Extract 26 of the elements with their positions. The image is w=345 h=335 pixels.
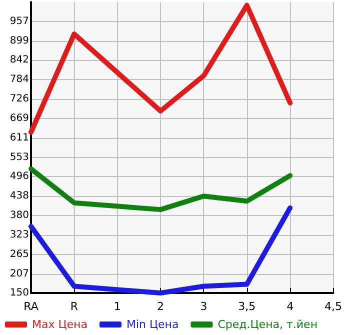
x-tick-label: 4,5 [324,300,342,313]
y-tick-label: 553 [10,152,29,163]
y-tick-label: 496 [10,171,29,182]
y-tick-label: 323 [10,229,29,240]
x-tick-label: 1 [114,300,121,313]
x-tick-label: R [70,300,78,313]
x-tick-label: 3 [200,300,208,313]
x-tick-label: 2 [157,300,164,313]
y-tick-label: 380 [10,210,29,222]
y-tick-label: 957 [10,16,29,28]
legend-label: Сред.Цена, т.йен [218,318,318,331]
x-tick-label: 3,5 [238,300,256,313]
x-tick-label: 4 [286,300,294,313]
legend-label: Max Цена [32,318,88,331]
y-tick-label: 611 [10,132,29,144]
y-tick-label: 842 [10,54,29,66]
x-tick-label: RA [24,300,39,313]
y-tick-label: 669 [10,112,29,124]
y-tick-label: 207 [10,268,29,280]
legend-label: Min Цена [126,318,179,331]
y-tick-label: 726 [10,94,29,105]
y-tick-label: 438 [10,190,29,202]
y-tick-label: 150 [10,288,29,298]
y-tick-label: 784 [10,74,29,86]
y-tick-label: 265 [10,248,29,260]
y-tick-label: 899 [10,36,29,47]
